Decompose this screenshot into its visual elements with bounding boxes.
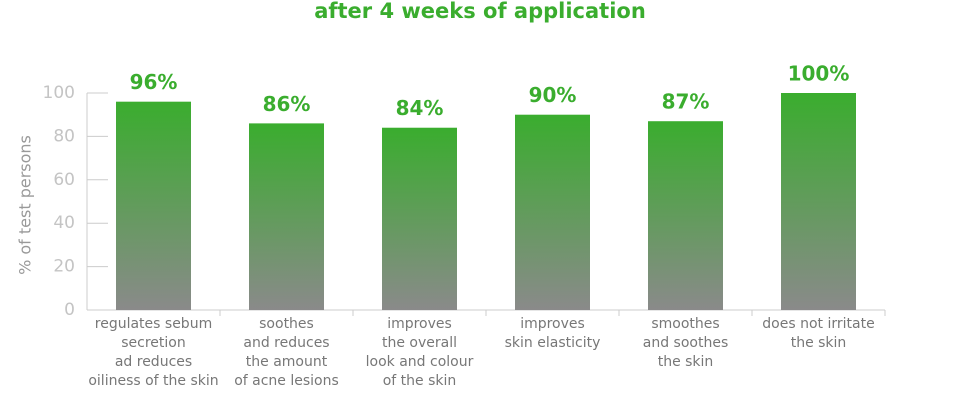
x-tick-label: improves skin elasticity: [504, 316, 601, 351]
x-tick-label: smoothes and soothes the skin: [642, 316, 729, 370]
x-tick-label: regulates sebum secretion ad reduces oil…: [88, 316, 219, 389]
bar: [648, 121, 723, 311]
value-label: 84%: [396, 96, 444, 120]
value-label: 87%: [662, 90, 710, 114]
bar: [249, 123, 324, 310]
bar: [382, 127, 457, 310]
x-tick-label: soothes and reduces the amount of acne l…: [234, 316, 339, 389]
y-tick-label: 40: [53, 213, 75, 233]
y-axis-label: % of test persons: [16, 135, 35, 275]
y-tick-label: 0: [64, 300, 75, 320]
x-tick-label: does not irritate the skin: [762, 316, 875, 351]
value-label: 90%: [529, 83, 577, 107]
value-label: 86%: [263, 92, 311, 116]
y-tick-label: 20: [53, 257, 75, 277]
y-tick-label: 60: [53, 170, 75, 190]
chart-title: after 4 weeks of application: [314, 0, 646, 23]
value-label: 96%: [130, 70, 178, 94]
bar: [515, 114, 590, 310]
value-label: 100%: [788, 62, 850, 86]
y-tick-label: 100: [43, 83, 75, 103]
bar: [781, 93, 856, 310]
y-tick-label: 80: [53, 126, 75, 146]
x-tick-label: improves the overall look and colour of …: [365, 316, 474, 389]
bar: [116, 101, 191, 311]
